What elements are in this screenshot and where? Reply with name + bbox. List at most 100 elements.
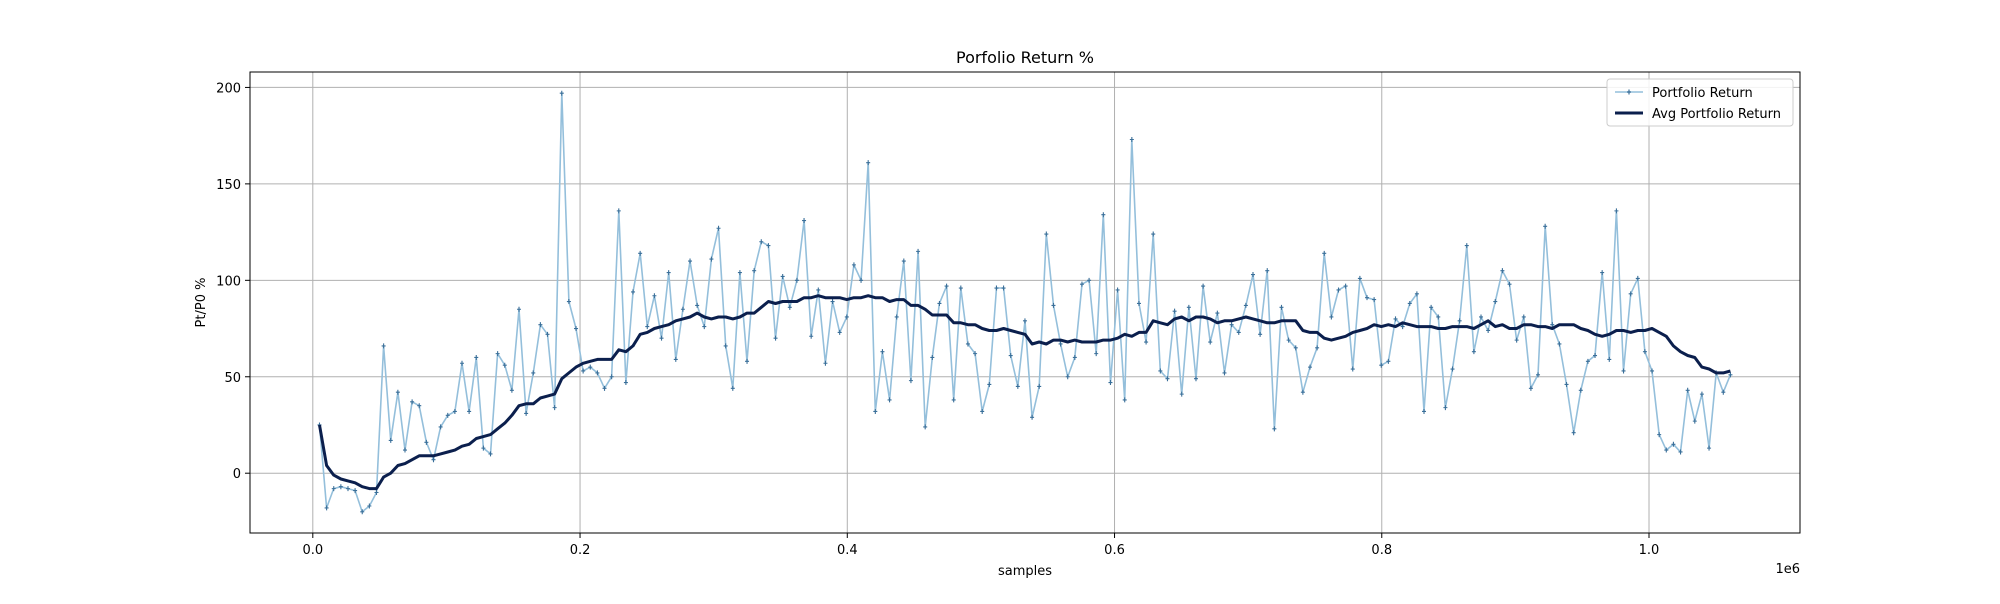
data-point	[908, 378, 913, 384]
legend-label-portfolio-return: Portfolio Return	[1652, 86, 1753, 101]
data-point	[773, 335, 778, 341]
data-point	[1001, 285, 1006, 291]
data-point	[1322, 250, 1327, 256]
data-point	[1101, 212, 1106, 218]
data-point	[324, 505, 329, 511]
data-point	[1493, 299, 1498, 305]
data-point	[488, 451, 493, 457]
x-tick-label: 0.4	[837, 543, 858, 558]
data-point	[552, 405, 557, 411]
data-point	[581, 368, 586, 374]
data-point	[666, 270, 671, 276]
data-point	[816, 287, 821, 293]
data-point	[1450, 366, 1455, 372]
data-point	[752, 268, 757, 274]
data-point	[1265, 268, 1270, 274]
data-point	[1308, 364, 1312, 370]
data-point	[1243, 302, 1248, 308]
data-point	[1600, 270, 1605, 276]
data-point	[1208, 339, 1213, 345]
data-point	[609, 374, 614, 380]
data-point	[1657, 432, 1662, 438]
y-tick-label: 50	[224, 371, 241, 386]
data-point	[545, 331, 550, 337]
data-point	[937, 300, 942, 306]
data-point	[1728, 372, 1733, 378]
data-point	[973, 351, 978, 357]
x-axis-label: samples	[998, 564, 1052, 579]
data-point	[1407, 300, 1412, 306]
x-tick-label: 0.8	[1371, 543, 1392, 558]
data-point	[1144, 339, 1149, 345]
data-point	[1022, 318, 1027, 324]
x-axis-offset-label: 1e6	[1775, 562, 1800, 577]
data-point	[1236, 329, 1241, 335]
data-point	[737, 270, 742, 276]
data-point	[602, 385, 607, 391]
data-point	[859, 277, 864, 283]
data-point	[944, 283, 949, 289]
data-point	[1293, 345, 1298, 351]
data-point	[1258, 331, 1263, 337]
data-point	[353, 488, 358, 494]
data-point	[1272, 426, 1277, 432]
data-point	[559, 90, 564, 96]
data-point	[1671, 441, 1676, 447]
data-point	[873, 408, 878, 414]
data-point	[1172, 308, 1177, 314]
data-point	[367, 503, 372, 509]
data-point	[1607, 356, 1612, 362]
data-point	[1115, 287, 1120, 293]
data-point	[1635, 275, 1640, 281]
data-point	[1165, 376, 1170, 382]
data-point	[1008, 353, 1013, 359]
data-point	[1158, 368, 1163, 374]
data-point	[1443, 405, 1448, 411]
data-point	[780, 273, 785, 279]
data-point	[745, 358, 750, 364]
data-point	[1400, 324, 1405, 330]
data-point	[1692, 418, 1697, 424]
data-point	[1550, 322, 1555, 328]
data-point	[638, 250, 643, 256]
data-point	[844, 314, 849, 320]
data-point	[1536, 372, 1541, 378]
data-point	[894, 314, 899, 320]
data-point	[1479, 314, 1484, 320]
data-point	[916, 248, 921, 254]
data-point	[702, 324, 707, 330]
legend-box	[1606, 78, 1794, 127]
x-tick-label: 0.2	[570, 543, 591, 558]
data-point	[1336, 287, 1341, 293]
data-point	[1108, 380, 1113, 386]
data-point	[709, 256, 714, 262]
data-point	[1457, 318, 1462, 324]
data-point	[1037, 383, 1042, 389]
data-point	[623, 380, 628, 386]
data-point	[1593, 353, 1598, 359]
data-point	[866, 160, 871, 166]
data-point	[1621, 368, 1626, 374]
data-point	[338, 484, 343, 490]
data-point	[1585, 358, 1590, 364]
data-point	[1030, 414, 1035, 420]
data-point	[438, 424, 443, 430]
data-point	[730, 385, 735, 391]
data-point	[1500, 268, 1505, 274]
data-point	[417, 403, 422, 409]
data-point	[1678, 449, 1683, 455]
data-point	[1514, 337, 1519, 343]
data-point	[395, 389, 400, 395]
data-point	[381, 343, 386, 349]
data-point	[1436, 314, 1441, 320]
data-point	[1179, 391, 1184, 397]
data-point	[1386, 358, 1391, 364]
data-point	[823, 360, 828, 366]
data-point	[659, 335, 664, 341]
data-point	[1222, 370, 1227, 376]
y-tick-label: 150	[216, 178, 241, 193]
data-point	[431, 457, 436, 463]
data-point	[680, 306, 685, 312]
data-point	[1422, 408, 1427, 414]
